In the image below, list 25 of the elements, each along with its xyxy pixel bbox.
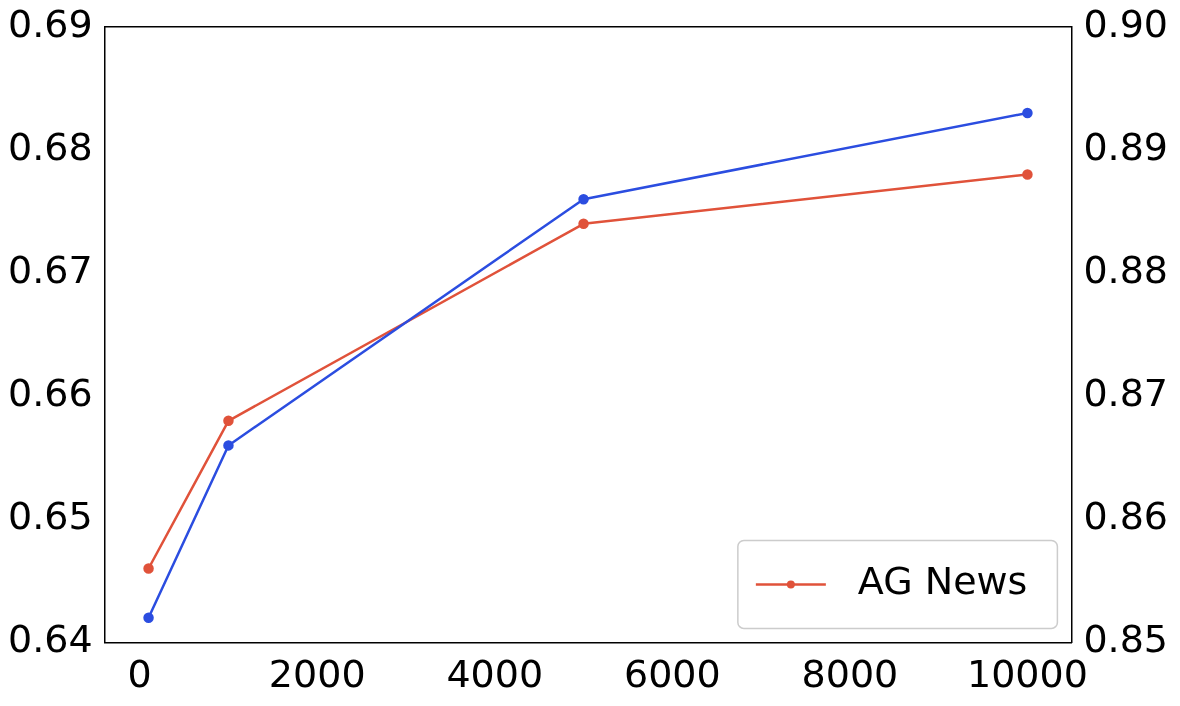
point: [143, 563, 154, 574]
x-tick-label: 8000: [801, 652, 899, 697]
point: [578, 218, 589, 230]
y2-tick-label: 0.90: [1083, 1, 1168, 46]
point: [223, 440, 234, 451]
y2-tick-label: 0.88: [1083, 247, 1168, 292]
y-tick-label: 0.64: [8, 617, 93, 662]
y-tick-label: 0.68: [8, 124, 93, 169]
x-tick-label: 0: [127, 652, 152, 697]
point: [143, 612, 154, 624]
x-tick-label: 2000: [268, 652, 366, 697]
y2-tick-label: 0.89: [1083, 124, 1168, 169]
y-tick-label: 0.69: [8, 1, 93, 46]
point: [1022, 169, 1033, 180]
x-tick-label: 4000: [446, 652, 544, 697]
point: [1022, 107, 1033, 119]
y-tick-label: 0.67: [8, 247, 93, 292]
y2-tick-label: 0.87: [1083, 371, 1168, 416]
point: [223, 415, 234, 427]
x-tick-label: 6000: [623, 652, 721, 697]
y-tick-label: 0.66: [8, 371, 93, 416]
y2-tick-label: 0.86: [1083, 494, 1168, 539]
y-tick-label: 0.65: [8, 494, 93, 539]
legend-label: AG News: [857, 559, 1028, 604]
point: [578, 193, 589, 205]
